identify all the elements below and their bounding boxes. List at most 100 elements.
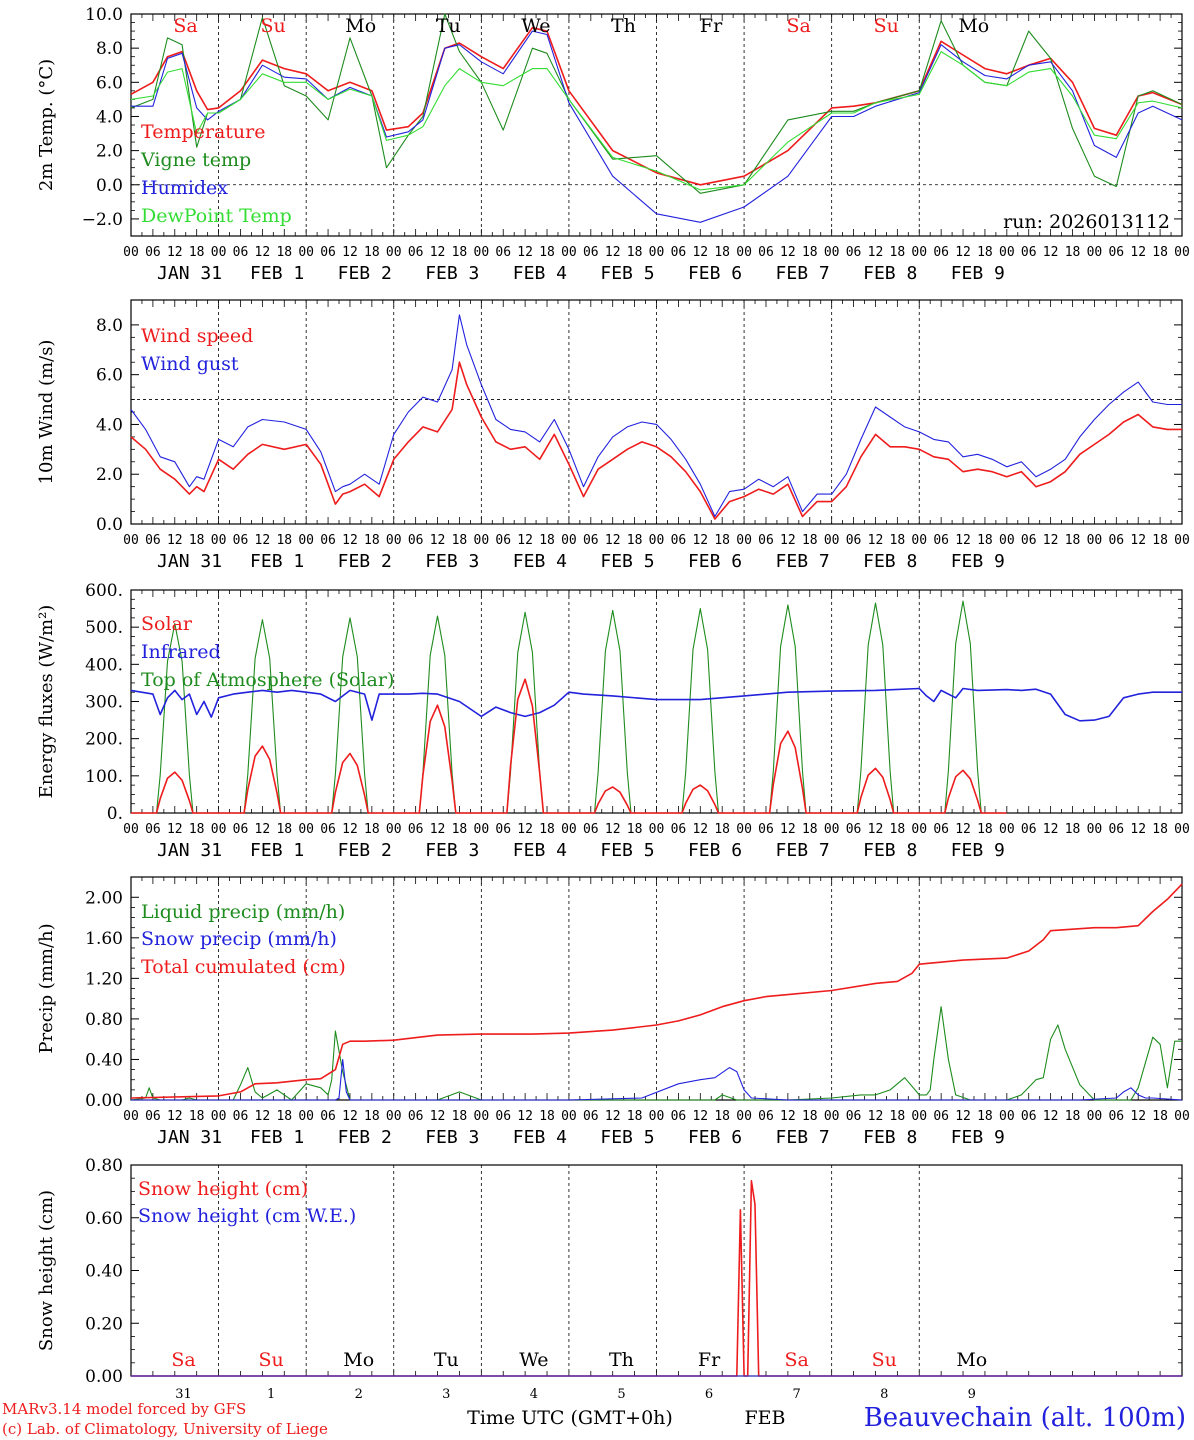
legend-entry: Wind gust xyxy=(141,353,239,375)
y-axis-title: Energy fluxes (W/m²) xyxy=(36,605,57,799)
hour-tick-label: 12 xyxy=(430,245,446,260)
hour-tick-label: 18 xyxy=(890,822,906,837)
hour-tick-label: 06 xyxy=(1108,1109,1124,1124)
hour-tick-label: 00 xyxy=(386,533,402,548)
date-label: FEB 5 xyxy=(600,840,654,861)
hour-tick-label: 12 xyxy=(1130,245,1146,260)
y-tick-label: 500. xyxy=(85,618,123,638)
hour-tick-label: 06 xyxy=(846,822,862,837)
hour-tick-label: 06 xyxy=(671,245,687,260)
hour-tick-label: 12 xyxy=(605,533,621,548)
y-axis-title: 10m Wind (m/s) xyxy=(36,340,57,485)
hour-tick-label: 12 xyxy=(517,1109,533,1124)
hour-tick-label: 06 xyxy=(933,533,949,548)
day-of-week-label: Th xyxy=(609,1349,634,1371)
hour-tick-label: 00 xyxy=(123,822,139,837)
hour-tick-label: 00 xyxy=(298,822,314,837)
hour-tick-label: 18 xyxy=(802,245,818,260)
date-label: JAN 31 xyxy=(157,840,222,861)
hour-tick-label: 00 xyxy=(1087,822,1103,837)
date-label: FEB 1 xyxy=(250,1127,304,1148)
hour-tick-label: 06 xyxy=(758,1109,774,1124)
hour-tick-label: 12 xyxy=(1043,822,1059,837)
hour-tick-label: 18 xyxy=(802,1109,818,1124)
day-of-week-label: Sa xyxy=(171,1349,195,1371)
day-of-week-label: Tu xyxy=(436,15,461,37)
hour-tick-label: 00 xyxy=(561,822,577,837)
series-solar xyxy=(131,678,1007,814)
hour-tick-label: 12 xyxy=(955,533,971,548)
hour-tick-label: 18 xyxy=(714,533,730,548)
plot-frame xyxy=(130,299,1183,525)
hour-tick-label: 12 xyxy=(955,1109,971,1124)
hour-tick-label: 00 xyxy=(386,1109,402,1124)
footer-day-number: 1 xyxy=(267,1387,275,1402)
y-tick-label: 2.0 xyxy=(96,465,123,485)
legend-entry: DewPoint Temp xyxy=(141,205,292,227)
hour-tick-label: 06 xyxy=(846,1109,862,1124)
date-label: FEB 7 xyxy=(776,263,830,284)
hour-tick-label: 06 xyxy=(145,245,161,260)
hour-tick-label: 18 xyxy=(714,1109,730,1124)
hour-tick-label: 12 xyxy=(255,1109,271,1124)
date-label: FEB 6 xyxy=(688,840,742,861)
hour-tick-label: 18 xyxy=(714,245,730,260)
hour-tick-label: 06 xyxy=(320,1109,336,1124)
y-tick-label: 8.0 xyxy=(96,316,123,336)
footer-day-number: 4 xyxy=(530,1387,538,1402)
hour-tick-label: 06 xyxy=(583,1109,599,1124)
date-label: FEB 8 xyxy=(863,1127,917,1148)
day-of-week-label: Su xyxy=(261,15,286,37)
day-of-week-label: Sa xyxy=(173,15,197,37)
hour-tick-label: 18 xyxy=(364,1109,380,1124)
series-temperature xyxy=(130,26,1183,186)
hour-tick-label: 18 xyxy=(977,533,993,548)
hour-tick-label: 12 xyxy=(692,245,708,260)
y-tick-label: 100. xyxy=(85,767,123,787)
hour-tick-label: 12 xyxy=(692,533,708,548)
hour-tick-label: 12 xyxy=(517,245,533,260)
hour-tick-label: 06 xyxy=(145,1109,161,1124)
hour-tick-label: 18 xyxy=(977,1109,993,1124)
hour-tick-label: 12 xyxy=(605,1109,621,1124)
hour-tick-label: 06 xyxy=(583,245,599,260)
y-axis-title: 2m Temp. (°C) xyxy=(36,59,57,191)
y-tick-label: 0.20 xyxy=(85,1314,123,1334)
hour-tick-label: 06 xyxy=(495,533,511,548)
hour-tick-label: 18 xyxy=(276,533,292,548)
hour-tick-label: 18 xyxy=(1065,533,1081,548)
y-tick-label: 8.0 xyxy=(96,39,123,59)
hour-tick-label: 00 xyxy=(824,1109,840,1124)
day-of-week-label: Su xyxy=(872,1349,897,1371)
date-label: FEB 9 xyxy=(951,263,1005,284)
day-of-week-label: We xyxy=(519,1349,548,1371)
legend-entry: Snow height (cm W.E.) xyxy=(138,1205,356,1227)
hour-tick-label: 12 xyxy=(1043,1109,1059,1124)
hour-tick-label: 00 xyxy=(911,245,927,260)
hour-tick-label: 06 xyxy=(1021,1109,1037,1124)
y-tick-label: 400. xyxy=(85,655,123,675)
hour-tick-label: 00 xyxy=(1087,533,1103,548)
hour-tick-label: 18 xyxy=(627,1109,643,1124)
y-tick-label: 600. xyxy=(85,581,123,601)
hour-tick-label: 18 xyxy=(276,822,292,837)
hour-tick-label: 12 xyxy=(955,245,971,260)
date-label: FEB 3 xyxy=(425,1127,479,1148)
hour-tick-label: 00 xyxy=(1174,533,1190,548)
legend-entry: Humidex xyxy=(141,177,228,199)
hour-tick-label: 00 xyxy=(999,822,1015,837)
hour-tick-label: 12 xyxy=(692,822,708,837)
y-tick-label: 0.80 xyxy=(85,1010,123,1030)
hour-tick-label: 00 xyxy=(386,822,402,837)
hour-tick-label: 06 xyxy=(320,533,336,548)
panel-snow: 0.00 0.20 0.40 0.60 0.80 Snow height (cm) Snow… xyxy=(36,1156,1183,1387)
hour-tick-label: 18 xyxy=(802,822,818,837)
hour-tick-label: 00 xyxy=(474,1109,490,1124)
hour-tick-label: 00 xyxy=(474,533,490,548)
hour-tick-label: 00 xyxy=(649,245,665,260)
date-label: FEB 2 xyxy=(338,1127,392,1148)
hour-tick-label: 18 xyxy=(364,822,380,837)
hour-tick-label: 18 xyxy=(627,533,643,548)
footer-day-number: 6 xyxy=(705,1387,713,1402)
day-of-week-label: Sa xyxy=(784,1349,808,1371)
